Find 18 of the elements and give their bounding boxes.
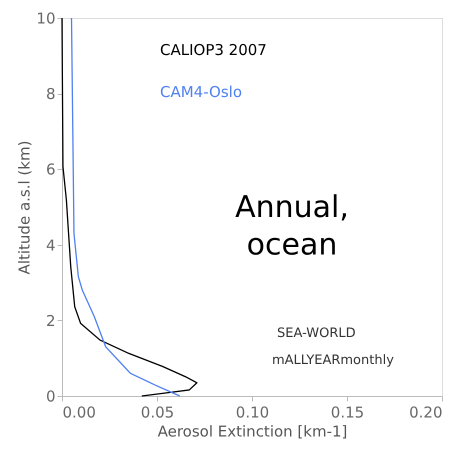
- annotation: Annual, ocean: [235, 190, 349, 262]
- x-tick-label: 0.15: [330, 404, 364, 422]
- x-tick-label: 0.00: [62, 404, 96, 422]
- y-tick-label: 8: [46, 85, 56, 104]
- x-tick-label: 0.05: [140, 404, 174, 422]
- y-tick-label: 4: [46, 236, 56, 254]
- text: CAM4-Oslo: [160, 83, 242, 101]
- x-axis-title: Aerosol Extinction [km-1]: [158, 422, 348, 440]
- annotation: SEA-WORLD: [277, 326, 356, 341]
- y-tick-label: 0: [46, 388, 56, 406]
- x-tick-label: 0.20: [409, 404, 442, 422]
- y-tick-label: 2: [46, 312, 56, 330]
- y-tick-label: 10: [36, 10, 56, 28]
- y-axis-title: Altitude a.s.l (km): [15, 140, 34, 274]
- text: CALIOP3 2007: [160, 41, 267, 59]
- annotation: mALLYEARmonthly: [272, 353, 394, 368]
- x-tick-label: 0.10: [236, 404, 270, 422]
- y-tick-label: 6: [46, 160, 56, 179]
